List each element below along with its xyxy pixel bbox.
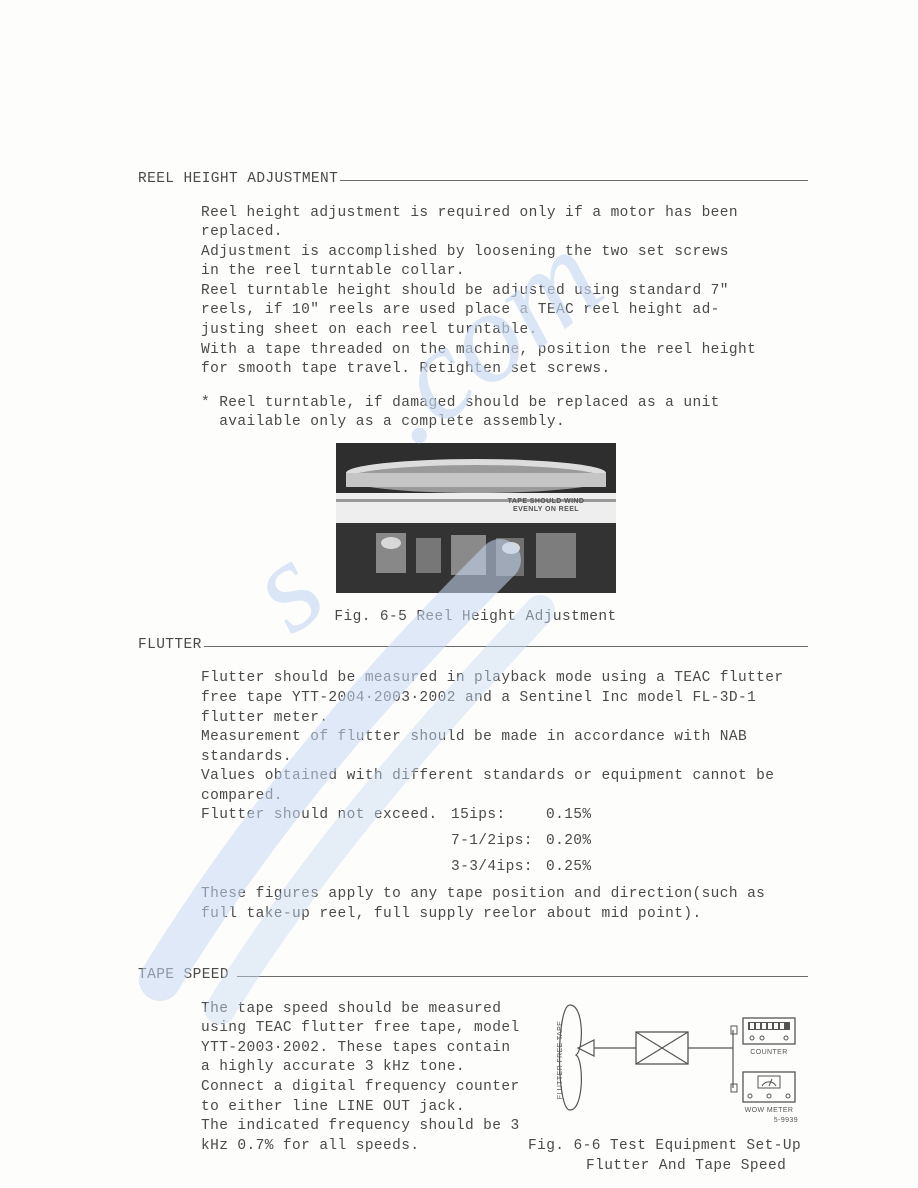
diagram-wow-label: WOW METER xyxy=(745,1107,794,1114)
text-line: standards. xyxy=(201,748,808,768)
text-line: Connect a digital frequency counter xyxy=(201,1078,538,1098)
document-page: .com s REEL HEIGHT ADJUSTMENT Reel heigh… xyxy=(0,0,918,1188)
text-line: Values obtained with different standards… xyxy=(201,767,808,787)
text-line: using TEAC flutter free tape, model xyxy=(201,1019,538,1039)
flutter-row-1: 7-1/2ips: 0.20% xyxy=(201,832,808,852)
flutter-speed: 15ips: xyxy=(451,806,546,826)
figure-6-5-photo: TAPE SHOULD WIND EVENLY ON REEL xyxy=(336,443,616,601)
diagram-reel-label: FLUTTER FREE TAPE xyxy=(557,1021,564,1100)
text-line: reels, if 10" reels are used place a TEA… xyxy=(201,301,808,321)
diagram-code: 5-9939 xyxy=(774,1117,798,1124)
section-title-flutter: FLUTTER xyxy=(138,636,202,656)
figure-6-5: TAPE SHOULD WIND EVENLY ON REEL Fig. 6-5… xyxy=(143,443,808,628)
text-line: * Reel turntable, if damaged should be r… xyxy=(201,394,808,414)
section-header-reel: REEL HEIGHT ADJUSTMENT xyxy=(138,170,808,190)
figure-6-5-caption: Fig. 6-5 Reel Height Adjustment xyxy=(143,608,808,628)
flutter-body: Flutter should be measured in playback m… xyxy=(201,669,808,924)
text-line: These figures apply to any tape position… xyxy=(201,885,808,905)
section-rule xyxy=(204,646,808,647)
section-title-tape: TAPE SPEED xyxy=(138,966,229,986)
flutter-row-2: 3-3/4ips: 0.25% xyxy=(201,858,808,878)
figure-6-6-diagram: FLUTTER FREE TAPE xyxy=(548,1000,808,1130)
text-line: full take-up reel, full supply reelor ab… xyxy=(201,905,808,925)
flutter-speed: 7-1/2ips: xyxy=(451,832,546,852)
section-header-tape: TAPE SPEED xyxy=(138,966,808,986)
section-rule xyxy=(340,180,808,181)
text-line: The tape speed should be measured xyxy=(201,1000,538,1020)
text-line: for smooth tape travel. Retighten set sc… xyxy=(201,360,808,380)
svg-text:EVENLY ON REEL: EVENLY ON REEL xyxy=(513,506,579,513)
text-line: free tape YTT-2004·2003·2002 and a Senti… xyxy=(201,689,808,709)
figure-6-6-caption-1: Fig. 6-6 Test Equipment Set-Up xyxy=(528,1137,808,1157)
text-line: to either line LINE OUT jack. xyxy=(201,1098,538,1118)
tape-body: The tape speed should be measured using … xyxy=(201,1000,808,1177)
text-line: Adjustment is accomplished by loosening … xyxy=(201,243,808,263)
text-line: With a tape threaded on the machine, pos… xyxy=(201,341,808,361)
text-line: in the reel turntable collar. xyxy=(201,262,808,282)
flutter-pct: 0.15% xyxy=(546,806,592,826)
svg-text:TAPE SHOULD WIND: TAPE SHOULD WIND xyxy=(507,498,584,505)
text-line: a highly accurate 3 kHz tone. xyxy=(201,1058,538,1078)
text-line: Flutter should be measured in playback m… xyxy=(201,669,808,689)
flutter-pct: 0.25% xyxy=(546,858,592,878)
text-line: available only as a complete assembly. xyxy=(201,413,808,433)
text-line: Reel turntable height should be adjusted… xyxy=(201,282,808,302)
text-line: kHz 0.7% for all speeds. xyxy=(201,1137,538,1157)
text-line: The indicated frequency should be 3 xyxy=(201,1117,538,1137)
flutter-speed: 3-3/4ips: xyxy=(451,858,546,878)
text-line: Measurement of flutter should be made in… xyxy=(201,728,808,748)
text-line: replaced. xyxy=(201,223,808,243)
section-rule xyxy=(237,976,808,977)
figure-6-6-caption-2: Flutter And Tape Speed xyxy=(586,1157,808,1177)
text-line: justing sheet on each reel turntable. xyxy=(201,321,808,341)
text-line: YTT-2003·2002. These tapes contain xyxy=(201,1039,538,1059)
diagram-counter-label: COUNTER xyxy=(750,1049,787,1056)
text-line: compared. xyxy=(201,787,808,807)
text-line: Reel height adjustment is required only … xyxy=(201,204,808,224)
flutter-lead: Flutter should not exceed. xyxy=(201,806,451,826)
flutter-row-0: Flutter should not exceed. 15ips: 0.15% xyxy=(201,806,808,826)
section-title-reel: REEL HEIGHT ADJUSTMENT xyxy=(138,170,338,190)
tape-text-col: The tape speed should be measured using … xyxy=(201,1000,538,1157)
figure-6-6: FLUTTER FREE TAPE xyxy=(548,1000,808,1177)
flutter-pct: 0.20% xyxy=(546,832,592,852)
text-line: flutter meter. xyxy=(201,709,808,729)
section-header-flutter: FLUTTER xyxy=(138,636,808,656)
reel-body: Reel height adjustment is required only … xyxy=(201,204,808,433)
